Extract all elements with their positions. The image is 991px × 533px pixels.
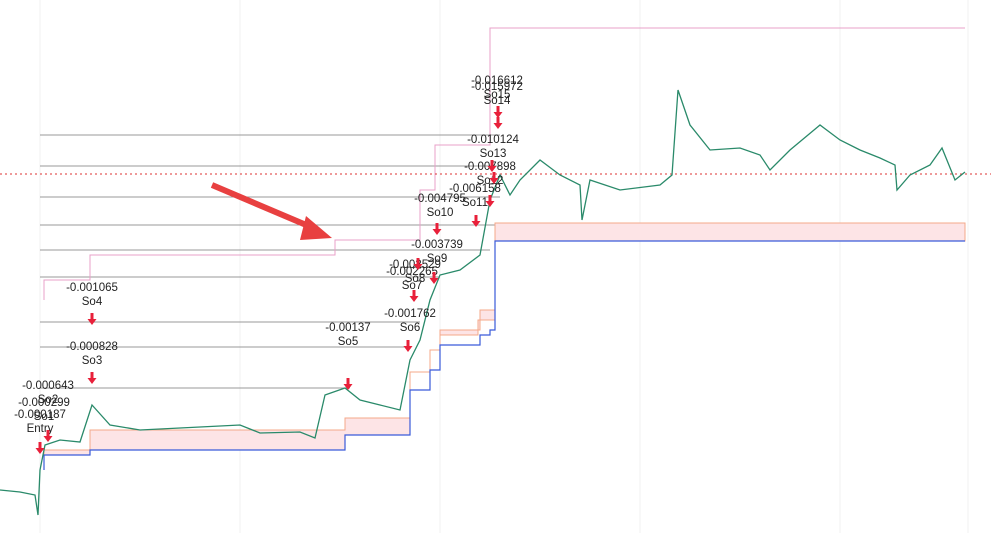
order-arrow [485,195,495,207]
order-value: -0.000187 [14,409,66,421]
price [0,89,966,516]
order-arrow [493,117,503,129]
order-arrow [43,430,53,442]
order-value: -0.000643 [22,380,74,392]
order-label: So15 [484,89,511,101]
order-value: -0.015972 [471,81,523,93]
order-arrow [471,215,481,227]
order-value: -0.000299 [18,397,70,409]
support-line [43,240,965,470]
order-arrow [35,442,45,454]
order-arrow [413,258,423,270]
order-value: -0.002265 [386,266,438,278]
order-value: -0.010124 [467,134,519,146]
order-value: -0.00137 [325,322,370,334]
annotation-arrow-head [300,216,332,240]
annotation-arrow [210,182,320,233]
order-label: So14 [484,95,511,107]
upper-band [43,27,965,300]
order-arrow [489,172,499,184]
order-value: -0.016612 [471,75,523,87]
order-arrow [87,313,97,325]
order-label: So8 [405,273,425,285]
order-value: -0.001065 [66,282,118,294]
order-value: -0.000828 [66,341,118,353]
order-label: So6 [400,322,420,334]
order-label: So13 [480,148,507,160]
order-label: So9 [427,253,447,265]
order-label: So5 [338,336,358,348]
order-lines [40,134,500,389]
order-arrow [487,160,497,172]
order-label: So3 [82,355,102,367]
order-label: So11 [462,197,488,209]
order-value: -0.003739 [411,239,463,251]
order-value: -0.004795 [414,193,466,205]
order-label: So2 [38,394,58,406]
order-arrow [429,272,439,284]
order-label: So7 [402,280,422,292]
order-arrow [493,106,503,118]
order-label: So12 [477,175,504,187]
order-arrow [409,290,419,302]
order-value: -0.001762 [384,308,436,320]
order-label: So1 [34,411,54,423]
order-arrow [432,223,442,235]
order-arrow [87,372,97,384]
order-labels: -0.000187 Entry -0.000299 So1 -0.000643 So2 -0… [14,75,523,454]
shaded-zone [43,222,966,456]
order-label: Entry [27,423,54,435]
order-value: -0.006158 [449,183,501,195]
order-arrow [343,378,353,390]
order-arrow [403,340,413,352]
order-label: So4 [82,296,103,308]
order-label: So10 [427,207,454,219]
